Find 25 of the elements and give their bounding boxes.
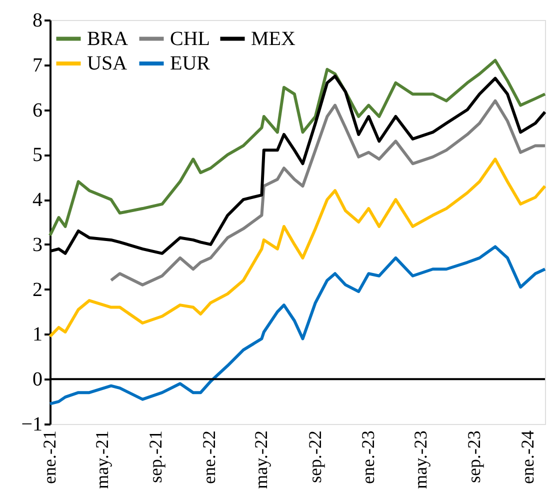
x-tick-label: may.-22	[251, 430, 272, 489]
x-tick-label: may.-21	[92, 430, 112, 489]
legend-label: MEX	[251, 28, 296, 50]
y-tick-label: 0	[32, 368, 42, 391]
y-tick-label: 3	[32, 234, 42, 256]
y-tick-label: 5	[32, 144, 42, 166]
y-tick-label: 7	[32, 54, 42, 76]
legend-label: CHL	[170, 28, 210, 50]
y-tick-label: 1	[32, 324, 42, 346]
x-tick-label: ene.-21	[40, 430, 60, 484]
y-tick-label: −1	[21, 414, 42, 436]
x-tick-label: ene.-22	[198, 430, 219, 484]
x-tick-label: ene.-24	[517, 430, 538, 484]
x-tick-label: ene.-23	[358, 430, 378, 484]
y-tick-label: 4	[32, 189, 42, 212]
legend-label: USA	[87, 52, 128, 74]
x-tick-label: sep.-21	[146, 430, 166, 483]
x-tick-label: sep.-23	[464, 430, 484, 483]
y-tick-label: 8	[32, 10, 42, 32]
y-tick-label: 2	[32, 278, 42, 301]
x-tick-label: sep.-22	[304, 430, 325, 483]
x-tick-label: may.-23	[410, 430, 431, 489]
legend-label: BRA	[87, 28, 129, 50]
legend-label: EUR	[170, 52, 211, 74]
y-tick-label: 6	[32, 99, 42, 122]
